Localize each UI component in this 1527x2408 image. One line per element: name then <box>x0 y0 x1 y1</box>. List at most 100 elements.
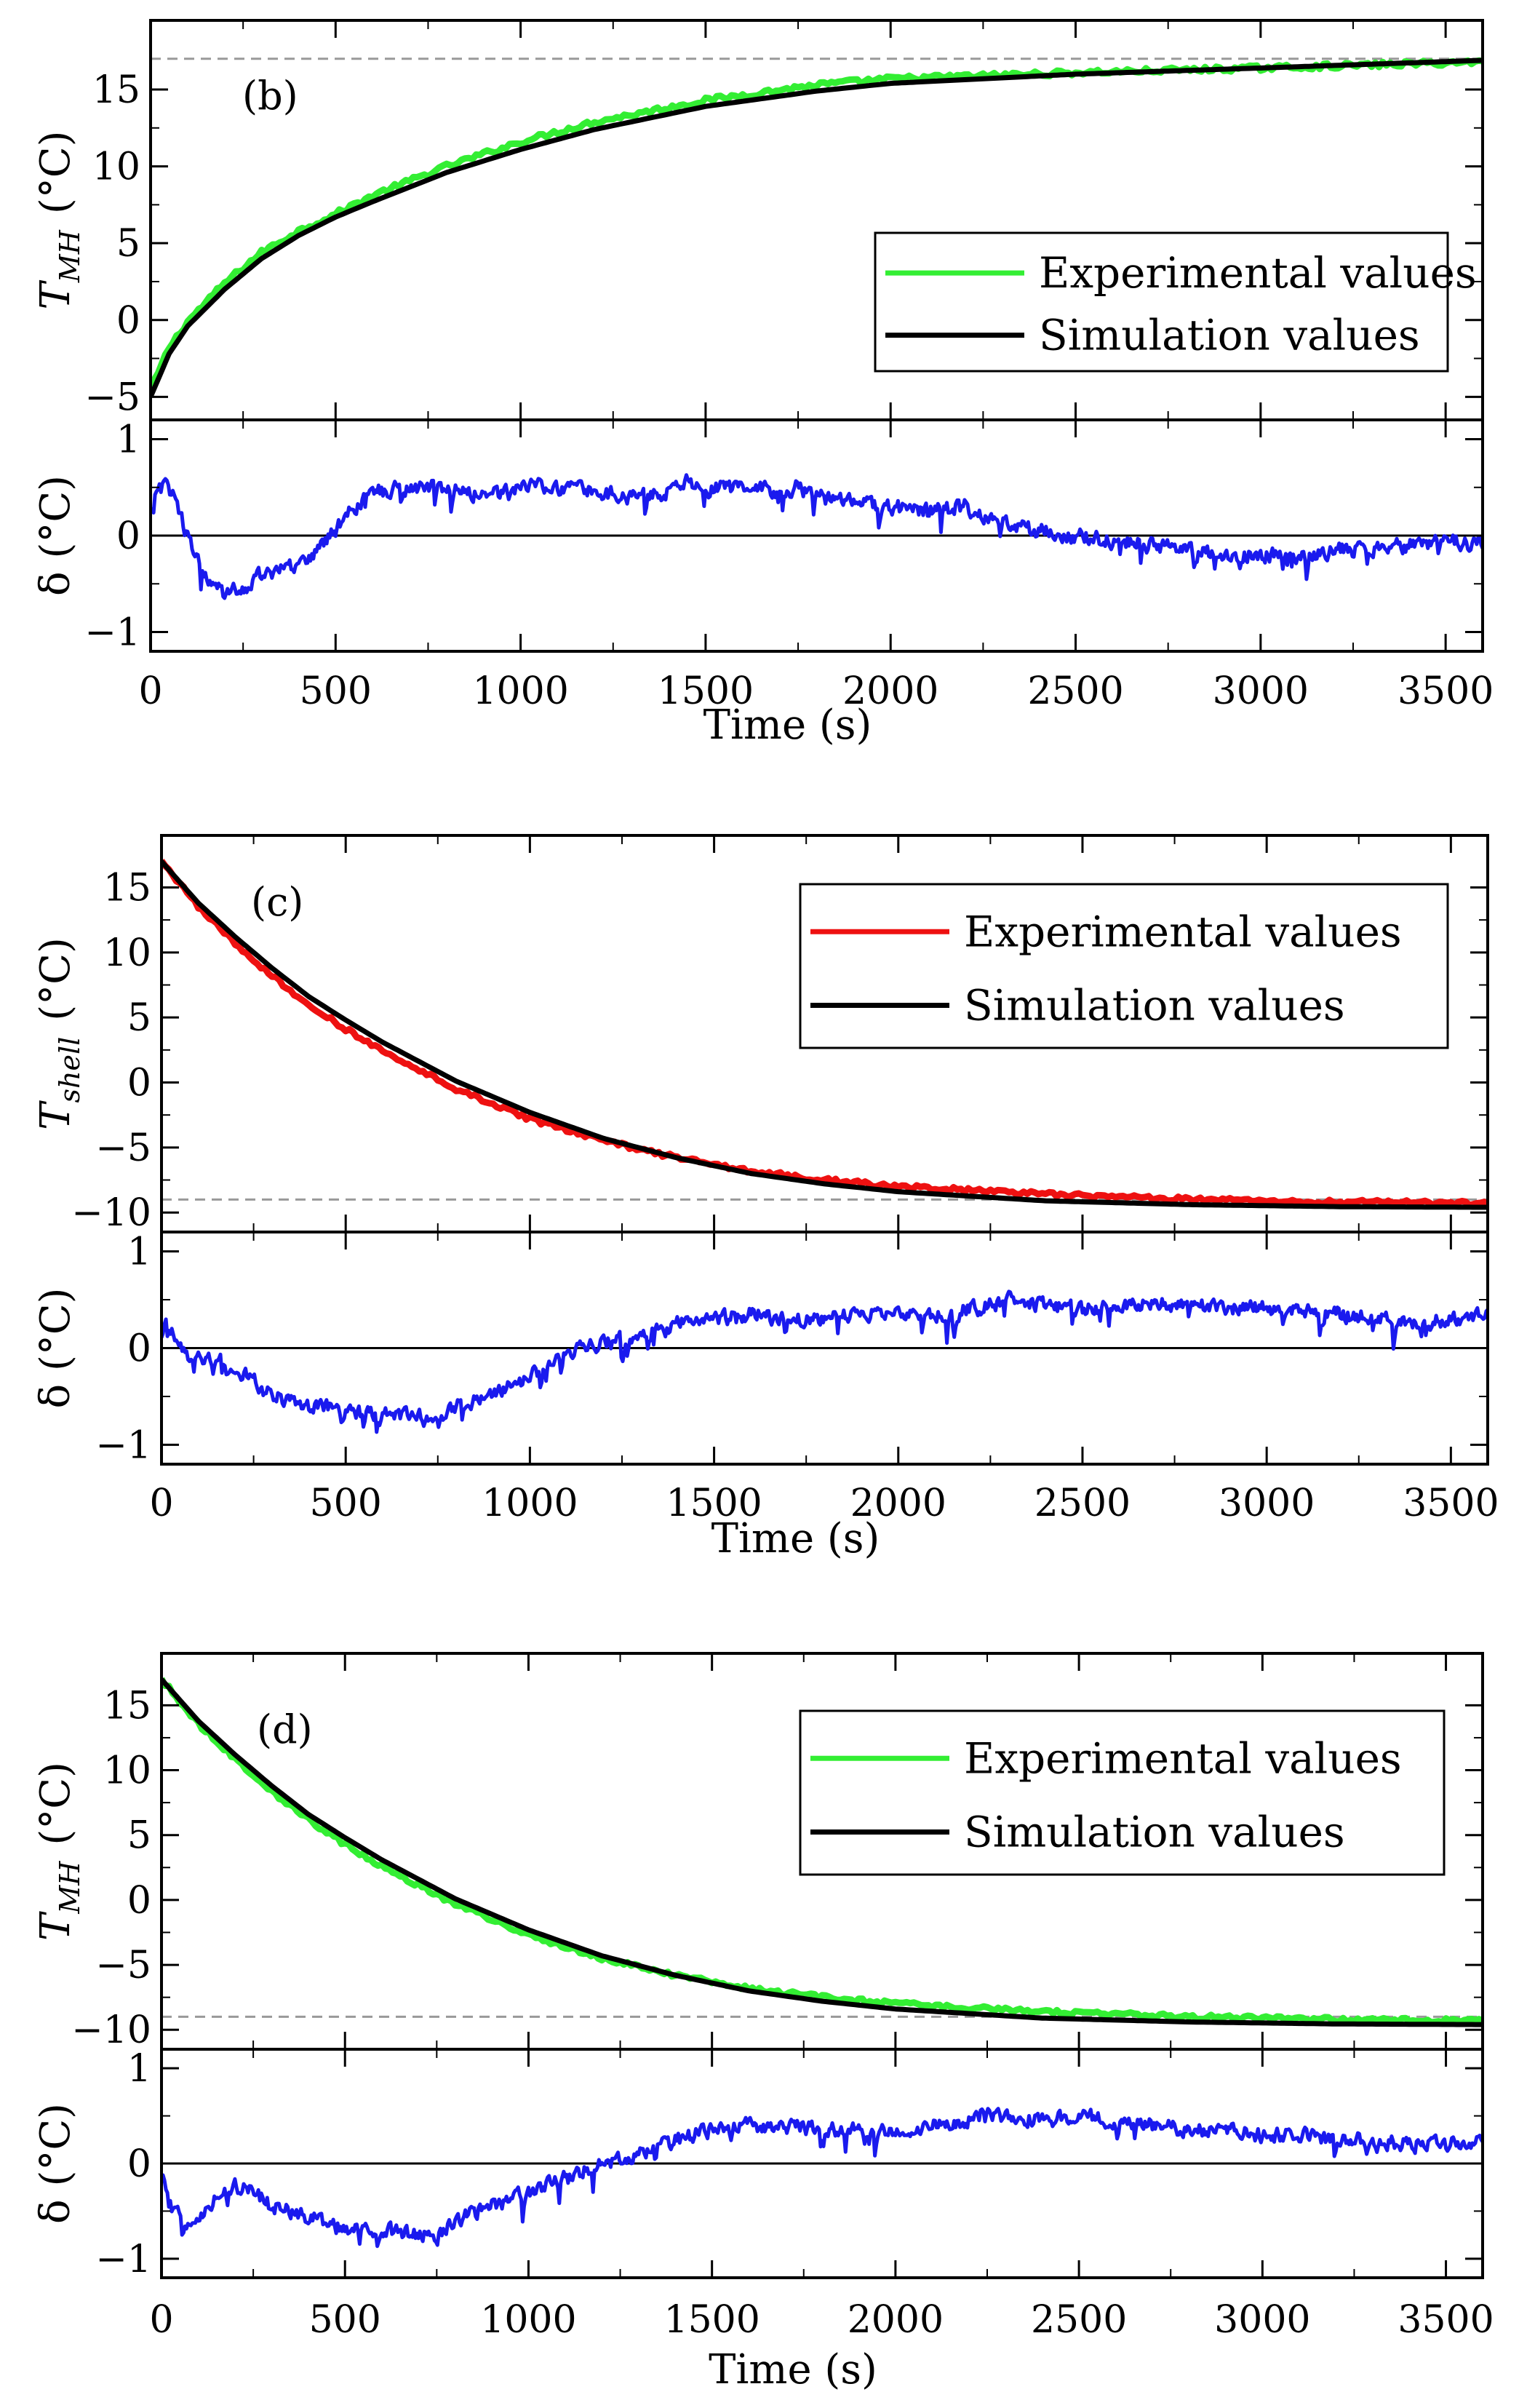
bottom-y-axis-label: δ (°C) <box>32 1287 79 1408</box>
y-label-symbol: T <box>32 1100 79 1130</box>
y-tick-label: 0 <box>116 514 140 558</box>
bottom-plot-area <box>162 2107 1483 2249</box>
x-tick-label: 0 <box>149 1482 173 1525</box>
simulation-series-line <box>162 1677 1483 2027</box>
y-label-symbol: T <box>32 279 79 309</box>
x-tick-label: 1500 <box>663 2298 759 2342</box>
y-label-subscript: MH <box>54 229 86 283</box>
x-tick-label: 2000 <box>850 1482 946 1525</box>
x-tick-label: 500 <box>300 669 372 713</box>
top-y-axis-label: Tshell (°C) <box>32 937 86 1130</box>
x-tick-label: 1000 <box>480 2298 576 2342</box>
y-tick-label: 5 <box>127 996 151 1040</box>
y-tick-label: 0 <box>127 1062 151 1105</box>
legend: Experimental values Simulation values <box>799 883 1449 1049</box>
experimental-series-line <box>162 859 1488 1209</box>
panel-label: (d) <box>257 1706 313 1752</box>
x-tick-label: 3500 <box>1403 1482 1499 1525</box>
y-tick-label: 15 <box>92 68 140 112</box>
top-plot-area <box>162 859 1488 1210</box>
x-axis-label: Time (s) <box>711 1515 880 1562</box>
x-tick-label: 3500 <box>1398 2298 1494 2342</box>
y-tick-label: 5 <box>127 1814 151 1858</box>
bottom-plot-area <box>162 1290 1488 1434</box>
x-tick-label: 2500 <box>1027 669 1123 713</box>
x-tick-label: 2500 <box>1031 2298 1127 2342</box>
x-axis-label: Time (s) <box>703 702 872 749</box>
y-tick-label: −5 <box>95 1126 151 1170</box>
top-y-axis-label: TMH (°C) <box>32 1762 86 1941</box>
legend-label: Experimental values <box>964 1733 1402 1783</box>
top-plot-area <box>162 1677 1483 2027</box>
top-plot-area <box>151 57 1483 398</box>
y-tick-label: 1 <box>116 418 140 462</box>
y-tick-label: 10 <box>103 931 151 975</box>
legend-label: Experimental values <box>1039 248 1477 298</box>
y-tick-label: 5 <box>116 222 140 266</box>
simulation-series-line <box>151 57 1483 398</box>
legend-label: Simulation values <box>964 981 1345 1030</box>
y-tick-label: −1 <box>95 2238 151 2281</box>
legend-label: Simulation values <box>964 1808 1345 1857</box>
legend: Experimental values Simulation values <box>799 1709 1446 1876</box>
x-tick-label: 3500 <box>1398 669 1494 713</box>
experimental-series-line <box>162 1677 1483 2026</box>
bottom-axes-frame <box>149 418 1484 653</box>
y-tick-label: 0 <box>127 1327 151 1371</box>
y-tick-label: 1 <box>127 1231 151 1274</box>
y-tick-label: 0 <box>116 299 140 343</box>
legend-label: Simulation values <box>1039 311 1420 360</box>
legend: Experimental values Simulation values <box>874 231 1477 373</box>
y-tick-label: 0 <box>127 1879 151 1923</box>
bottom-axes-frame <box>160 2048 1484 2279</box>
y-tick-label: −5 <box>84 375 140 419</box>
x-tick-label: 2000 <box>842 669 938 713</box>
panel-label: (b) <box>242 73 298 119</box>
legend-box <box>799 1709 1446 1876</box>
x-tick-label: 500 <box>309 2298 381 2342</box>
x-tick-label: 1500 <box>658 669 754 713</box>
x-tick-label: 2000 <box>848 2298 944 2342</box>
y-tick-label: −10 <box>71 2008 151 2052</box>
y-tick-label: 10 <box>92 146 140 189</box>
x-tick-label: 3000 <box>1214 2298 1310 2342</box>
residual-series-line <box>151 473 1483 600</box>
y-tick-label: 1 <box>127 2047 151 2091</box>
top-y-axis-label: TMH (°C) <box>32 131 86 310</box>
x-tick-label: 0 <box>138 669 162 713</box>
x-tick-label: 2500 <box>1034 1482 1131 1525</box>
y-tick-label: 0 <box>127 2142 151 2186</box>
legend-label: Experimental values <box>964 907 1402 956</box>
bottom-y-axis-label: δ (°C) <box>32 2103 79 2224</box>
x-tick-label: 1000 <box>472 669 568 713</box>
x-tick-label: 500 <box>310 1482 382 1525</box>
bottom-plot-area <box>151 473 1483 600</box>
y-tick-label: 10 <box>103 1749 151 1793</box>
y-label-subscript: MH <box>54 1861 86 1915</box>
legend-box <box>874 231 1449 373</box>
y-tick-label: −1 <box>84 611 140 655</box>
y-label-symbol: T <box>32 1911 79 1941</box>
y-label-unit: (°C) <box>32 131 79 215</box>
simulation-series-line <box>162 859 1488 1210</box>
y-tick-label: −10 <box>71 1191 151 1235</box>
bottom-axes-frame <box>160 1231 1489 1466</box>
panel-label: (c) <box>251 879 303 925</box>
x-tick-label: 3000 <box>1219 1482 1315 1525</box>
x-tick-label: 1500 <box>666 1482 762 1525</box>
y-tick-label: 15 <box>103 1684 151 1728</box>
y-label-subscript: shell <box>54 1037 86 1103</box>
y-tick-label: 15 <box>103 866 151 910</box>
x-tick-label: 0 <box>149 2298 173 2342</box>
residual-series-line <box>162 2107 1483 2249</box>
y-tick-label: −5 <box>95 1944 151 1987</box>
residual-series-line <box>162 1290 1488 1434</box>
x-axis-label: Time (s) <box>709 2346 877 2393</box>
legend-box <box>799 883 1449 1049</box>
y-tick-label: −1 <box>95 1423 151 1467</box>
y-label-unit: (°C) <box>32 1762 79 1845</box>
x-tick-label: 3000 <box>1213 669 1309 713</box>
